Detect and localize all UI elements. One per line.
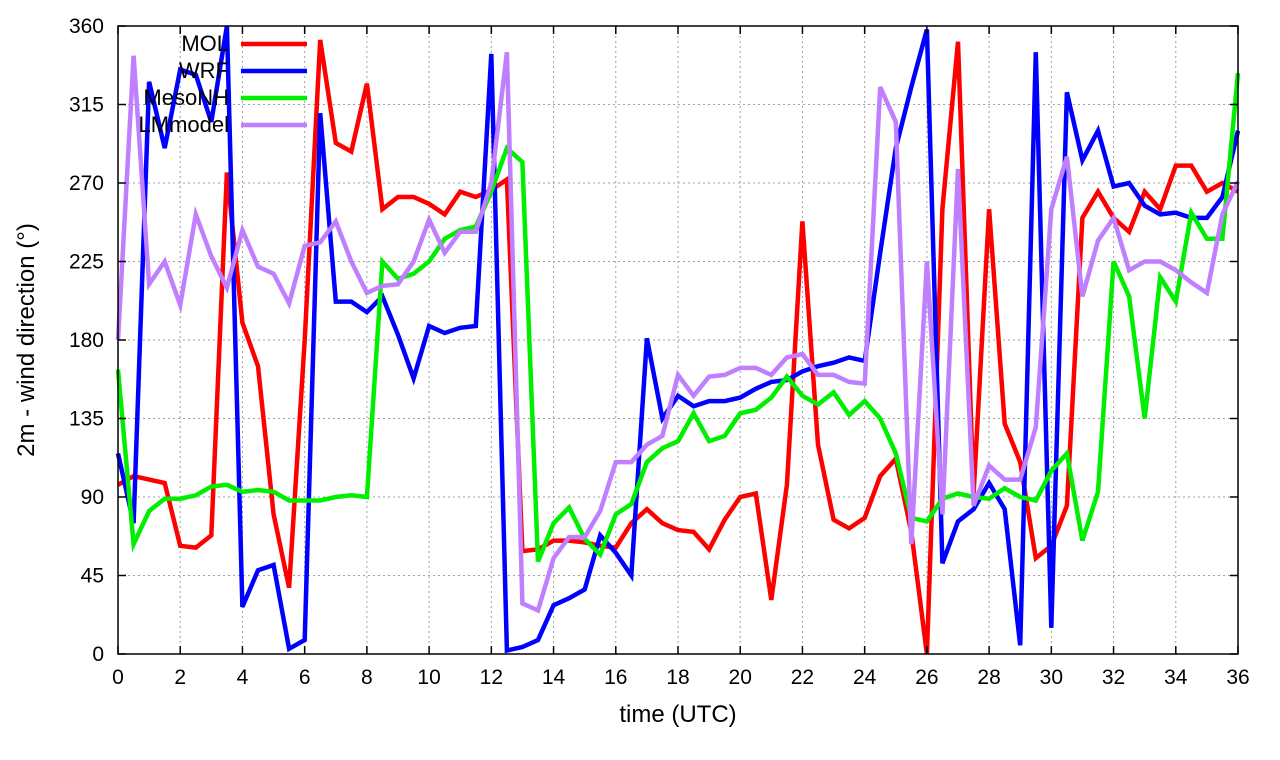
y-tick-label: 180 (69, 329, 104, 352)
y-tick-label: 270 (69, 172, 104, 195)
y-tick-label: 225 (69, 251, 104, 274)
legend-label: LMmodel (139, 112, 229, 137)
x-tick-label: 2 (174, 666, 186, 689)
x-tick-label: 28 (977, 666, 1000, 689)
x-axis-title: time (UTC) (619, 701, 736, 728)
x-tick-label: 20 (729, 666, 752, 689)
y-axis-title: 2m - wind direction (°) (13, 223, 40, 457)
series-lines (115, 25, 1241, 655)
y-tick-label: 90 (81, 486, 104, 509)
x-tick-label: 32 (1102, 666, 1125, 689)
x-tick-label: 26 (915, 666, 938, 689)
series-line-wrf (115, 25, 1241, 654)
x-tick-label: 10 (417, 666, 440, 689)
x-tick-label: 36 (1226, 666, 1249, 689)
x-tick-label: 14 (542, 666, 566, 689)
y-tick-label: 360 (69, 15, 104, 38)
x-tick-label: 34 (1164, 666, 1188, 689)
y-tick-label: 315 (69, 94, 104, 117)
x-tick-label: 0 (112, 666, 124, 689)
grid (118, 26, 1238, 654)
x-tick-label: 22 (791, 666, 814, 689)
x-tick-label: 12 (480, 666, 503, 689)
y-tick-label: 0 (92, 643, 104, 666)
axis-ticks: 0 2 4 6 8 10 12 14 16 18 20 22 24 26 28 30 32 34 360459013… (69, 15, 1250, 689)
x-tick-label: 8 (361, 666, 373, 689)
x-tick-label: 4 (237, 666, 249, 689)
legend-label: MOL (181, 31, 229, 56)
series-line-lmmodel (115, 51, 1241, 614)
x-tick-label: 30 (1040, 666, 1063, 689)
legend-label: WRF (179, 58, 229, 83)
x-tick-label: 16 (604, 666, 627, 689)
y-tick-label: 135 (69, 408, 104, 431)
legend-label: MesoNH (143, 85, 229, 110)
x-tick-label: 18 (666, 666, 689, 689)
y-tick-label: 45 (81, 565, 104, 588)
x-tick-label: 6 (299, 666, 311, 689)
x-tick-label: 24 (853, 666, 877, 689)
series-line-mesonh (115, 72, 1241, 563)
